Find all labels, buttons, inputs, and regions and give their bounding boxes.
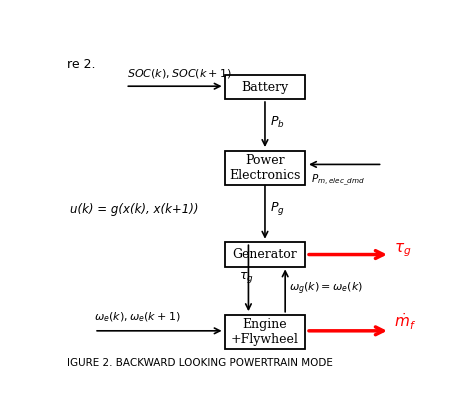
Bar: [225, 242, 305, 267]
Text: u(k) = g(x(k), x(k+1)): u(k) = g(x(k), x(k+1)): [70, 203, 199, 216]
Text: $\omega_e(k),\omega_e(k+1)$: $\omega_e(k),\omega_e(k+1)$: [94, 311, 181, 324]
Text: Battery: Battery: [241, 81, 289, 94]
Text: $P_b$: $P_b$: [271, 115, 285, 130]
Text: Engine
+Flywheel: Engine +Flywheel: [231, 318, 299, 346]
Text: Power
Electronics: Power Electronics: [229, 154, 301, 182]
Text: $\tau_g$: $\tau_g$: [239, 270, 254, 285]
Text: $P_{m,elec\_dmd}$: $P_{m,elec\_dmd}$: [311, 173, 365, 189]
Text: $\tau_g$: $\tau_g$: [393, 242, 411, 259]
Bar: [225, 151, 305, 184]
Text: Generator: Generator: [233, 248, 297, 261]
Text: $P_g$: $P_g$: [271, 200, 285, 217]
Bar: [225, 75, 305, 99]
Text: $\dot{m}_f$: $\dot{m}_f$: [393, 312, 416, 332]
Bar: [225, 315, 305, 349]
Text: $\omega_g(k)=\omega_e(k)$: $\omega_g(k)=\omega_e(k)$: [289, 281, 363, 297]
Text: IGURE 2. BACKWARD LOOKING POWERTRAIN MODE: IGURE 2. BACKWARD LOOKING POWERTRAIN MOD…: [66, 358, 332, 368]
Text: re 2.: re 2.: [66, 58, 95, 71]
Text: $SOC(k),SOC(k+1)$: $SOC(k),SOC(k+1)$: [127, 67, 232, 80]
